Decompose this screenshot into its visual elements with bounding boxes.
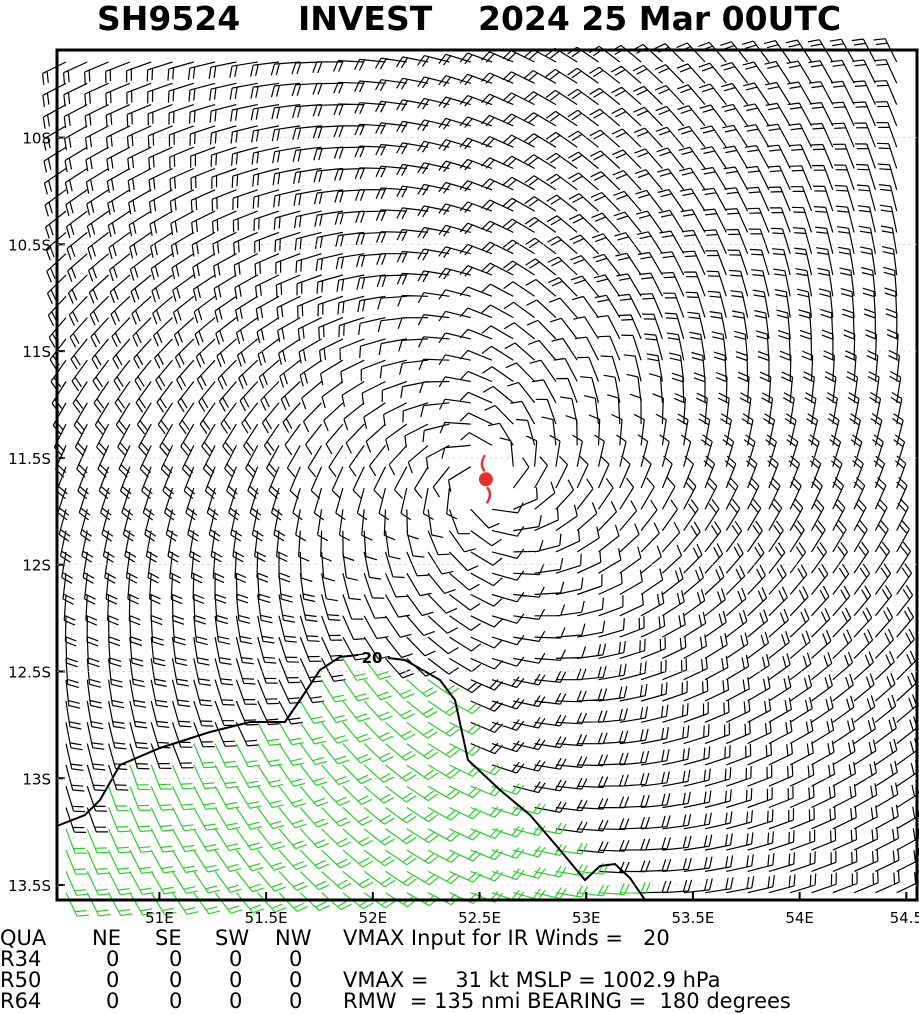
- info-line: VMAX Input for IR Winds = 20: [343, 926, 670, 950]
- table-cell: 0: [229, 947, 242, 971]
- lat-label: 12S: [22, 557, 51, 575]
- lat-label: 11S: [22, 343, 51, 361]
- table-cell: 0: [106, 989, 119, 1013]
- lon-label: 53E: [572, 909, 601, 927]
- table-cell: 0: [289, 947, 302, 971]
- info-line: RMW = 135 nmi BEARING = 180 degrees: [343, 989, 791, 1013]
- lon-label: 52.5E: [458, 909, 501, 927]
- lon-label: 53.5E: [671, 909, 714, 927]
- table-header: NW: [275, 926, 312, 950]
- lat-label: 10.5S: [8, 236, 51, 254]
- table-cell: 0: [289, 968, 302, 992]
- table-cell: 0: [229, 968, 242, 992]
- table-header: SE: [155, 926, 182, 950]
- lon-label: 51E: [145, 909, 174, 927]
- table-cell: 0: [169, 947, 182, 971]
- storm-center: [478, 472, 493, 487]
- wind-field: [42, 38, 919, 917]
- storm-name: INVEST: [298, 0, 433, 38]
- lon-label: 54.5: [890, 909, 919, 927]
- table-header: NE: [92, 926, 121, 950]
- table-cell: R64: [0, 989, 41, 1013]
- storm-symbol: [480, 454, 492, 504]
- storm-id: SH9524: [97, 0, 240, 38]
- lat-label: 13S: [22, 770, 51, 788]
- info-line: VMAX = 31 kt MSLP = 1002.9 hPa: [343, 968, 721, 992]
- wind-barbs: [42, 38, 919, 894]
- table-cell: 0: [106, 968, 119, 992]
- contour-label: 20: [362, 649, 383, 667]
- table-cell: 0: [169, 968, 182, 992]
- table-cell: 0: [229, 989, 242, 1013]
- valid-time: 2024 25 Mar 00UTC: [478, 0, 841, 38]
- table-cell: 0: [289, 989, 302, 1013]
- lat-label: 13.5S: [8, 877, 51, 895]
- map-frame: [55, 48, 919, 902]
- lat-label: 10S: [22, 130, 51, 148]
- table-cell: R34: [0, 947, 41, 971]
- lon-label: 52E: [359, 909, 388, 927]
- table-header: SW: [215, 926, 249, 950]
- table-cell: 0: [169, 989, 182, 1013]
- table-header: QUA: [0, 926, 47, 950]
- lon-label: 54E: [785, 909, 814, 927]
- lat-label: 11.5S: [8, 450, 51, 468]
- table-cell: 0: [106, 947, 119, 971]
- lat-label: 12.5S: [8, 663, 51, 681]
- table-cell: R50: [0, 968, 41, 992]
- wind-contour: [56, 654, 646, 901]
- lon-label: 51.5E: [245, 909, 288, 927]
- wind-barbs-strong: [65, 658, 651, 917]
